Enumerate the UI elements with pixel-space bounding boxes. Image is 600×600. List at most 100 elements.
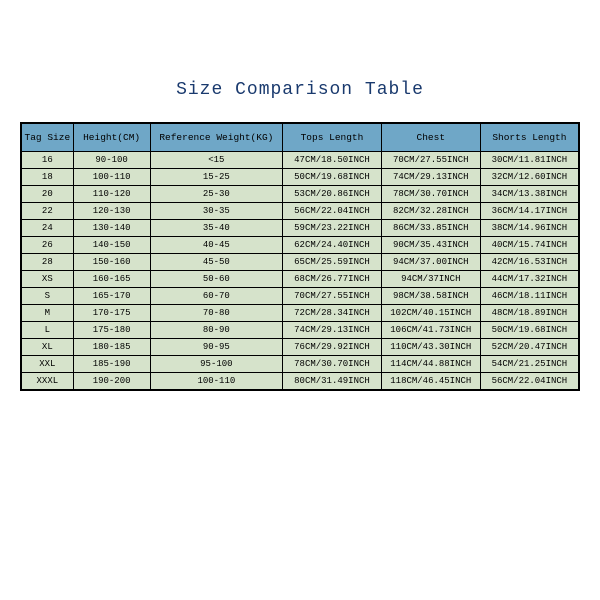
cell: 82CM/32.28INCH — [381, 203, 480, 220]
cell: 100-110 — [73, 169, 150, 186]
table-row: L175-18080-9074CM/29.13INCH106CM/41.73IN… — [21, 322, 579, 339]
cell: 170-175 — [73, 305, 150, 322]
cell: 102CM/40.15INCH — [381, 305, 480, 322]
cell: 95-100 — [150, 356, 283, 373]
cell: <15 — [150, 152, 283, 169]
cell: 78CM/30.70INCH — [381, 186, 480, 203]
cell: 110CM/43.30INCH — [381, 339, 480, 356]
cell: 18 — [21, 169, 73, 186]
cell: XXL — [21, 356, 73, 373]
table-row: S165-17060-7070CM/27.55INCH98CM/38.58INC… — [21, 288, 579, 305]
cell: 50-60 — [150, 271, 283, 288]
cell: 70-80 — [150, 305, 283, 322]
table-row: 28150-16045-5065CM/25.59INCH94CM/37.00IN… — [21, 254, 579, 271]
cell: 65CM/25.59INCH — [283, 254, 382, 271]
cell: 185-190 — [73, 356, 150, 373]
cell: 46CM/18.11INCH — [480, 288, 579, 305]
table-row: 24130-14035-4059CM/23.22INCH86CM/33.85IN… — [21, 220, 579, 237]
cell: 22 — [21, 203, 73, 220]
cell: 118CM/46.45INCH — [381, 373, 480, 391]
cell: 59CM/23.22INCH — [283, 220, 382, 237]
cell: 40CM/15.74INCH — [480, 237, 579, 254]
cell: 56CM/22.04INCH — [480, 373, 579, 391]
table-row: 1690-100<1547CM/18.50INCH70CM/27.55INCH3… — [21, 152, 579, 169]
cell: 180-185 — [73, 339, 150, 356]
cell: XS — [21, 271, 73, 288]
table-row: XS160-16550-6068CM/26.77INCH94CM/37INCH4… — [21, 271, 579, 288]
cell: 98CM/38.58INCH — [381, 288, 480, 305]
cell: 78CM/30.70INCH — [283, 356, 382, 373]
cell: 106CM/41.73INCH — [381, 322, 480, 339]
cell: 62CM/24.40INCH — [283, 237, 382, 254]
cell: 94CM/37.00INCH — [381, 254, 480, 271]
cell: 53CM/20.86INCH — [283, 186, 382, 203]
col-header-tag-size: Tag Size — [21, 123, 73, 152]
cell: 94CM/37INCH — [381, 271, 480, 288]
cell: 45-50 — [150, 254, 283, 271]
cell: 20 — [21, 186, 73, 203]
cell: 52CM/20.47INCH — [480, 339, 579, 356]
table-body: 1690-100<1547CM/18.50INCH 70CM/27.55INCH 3… — [21, 152, 579, 391]
cell: 68CM/26.77INCH — [283, 271, 382, 288]
cell: 56CM/22.04INCH — [283, 203, 382, 220]
cell: 86CM/33.85INCH — [381, 220, 480, 237]
table-row: 22120-13030-3556CM/22.04INCH82CM/32.28IN… — [21, 203, 579, 220]
cell: 34CM/13.38INCH — [480, 186, 579, 203]
cell: L — [21, 322, 73, 339]
cell: 50CM/19.68INCH — [283, 169, 382, 186]
cell: 47CM/18.50INCH — [283, 152, 382, 169]
col-header-chest: Chest — [381, 123, 480, 152]
col-header-weight: Reference Weight(KG) — [150, 123, 283, 152]
cell: 100-110 — [150, 373, 283, 391]
table-row: 26140-15040-4562CM/24.40INCH90CM/35.43IN… — [21, 237, 579, 254]
col-header-tops-length: Tops Length — [283, 123, 382, 152]
table-row: M170-17570-8072CM/28.34INCH102CM/40.15IN… — [21, 305, 579, 322]
table-row: 18100-11015-2550CM/19.68INCH74CM/29.13IN… — [21, 169, 579, 186]
cell: 114CM/44.88INCH — [381, 356, 480, 373]
cell: 35-40 — [150, 220, 283, 237]
cell: 76CM/29.92INCH — [283, 339, 382, 356]
table-row: 20110-12025-3053CM/20.86INCH78CM/30.70IN… — [21, 186, 579, 203]
table-title: Size Comparison Table — [176, 80, 424, 100]
cell: 36CM/14.17INCH — [480, 203, 579, 220]
cell: 42CM/16.53INCH — [480, 254, 579, 271]
cell: 54CM/21.25INCH — [480, 356, 579, 373]
cell: 70CM/27.55INCH — [283, 288, 382, 305]
cell: 80CM/31.49INCH — [283, 373, 382, 391]
cell: 80-90 — [150, 322, 283, 339]
cell: 60-70 — [150, 288, 283, 305]
cell: 110-120 — [73, 186, 150, 203]
cell: 90-100 — [73, 152, 150, 169]
cell: 44CM/17.32INCH — [480, 271, 579, 288]
cell: 50CM/19.68INCH — [480, 322, 579, 339]
cell: 30CM/11.81INCH — [480, 152, 579, 169]
col-header-shorts-length: Shorts Length — [480, 123, 579, 152]
cell: 48CM/18.89INCH — [480, 305, 579, 322]
cell: 24 — [21, 220, 73, 237]
cell: M — [21, 305, 73, 322]
cell: 140-150 — [73, 237, 150, 254]
cell: 28 — [21, 254, 73, 271]
cell: S — [21, 288, 73, 305]
cell: 15-25 — [150, 169, 283, 186]
cell: XXXL — [21, 373, 73, 391]
cell: 25-30 — [150, 186, 283, 203]
cell: 160-165 — [73, 271, 150, 288]
cell: 90CM/35.43INCH — [381, 237, 480, 254]
cell: 90-95 — [150, 339, 283, 356]
cell: 40-45 — [150, 237, 283, 254]
table-row: XXXL190-200100-11080CM/31.49INCH118CM/46… — [21, 373, 579, 391]
header-row: Tag Size Height(CM) Reference Weight(KG)… — [21, 123, 579, 152]
cell: 150-160 — [73, 254, 150, 271]
cell: 165-170 — [73, 288, 150, 305]
cell: 16 — [21, 152, 73, 169]
cell: 74CM/29.13INCH — [381, 169, 480, 186]
cell: 30-35 — [150, 203, 283, 220]
col-header-height: Height(CM) — [73, 123, 150, 152]
cell: 175-180 — [73, 322, 150, 339]
cell: 130-140 — [73, 220, 150, 237]
cell: 38CM/14.96INCH — [480, 220, 579, 237]
cell: 26 — [21, 237, 73, 254]
table-row: XL180-18590-9576CM/29.92INCH110CM/43.30I… — [21, 339, 579, 356]
cell: XL — [21, 339, 73, 356]
